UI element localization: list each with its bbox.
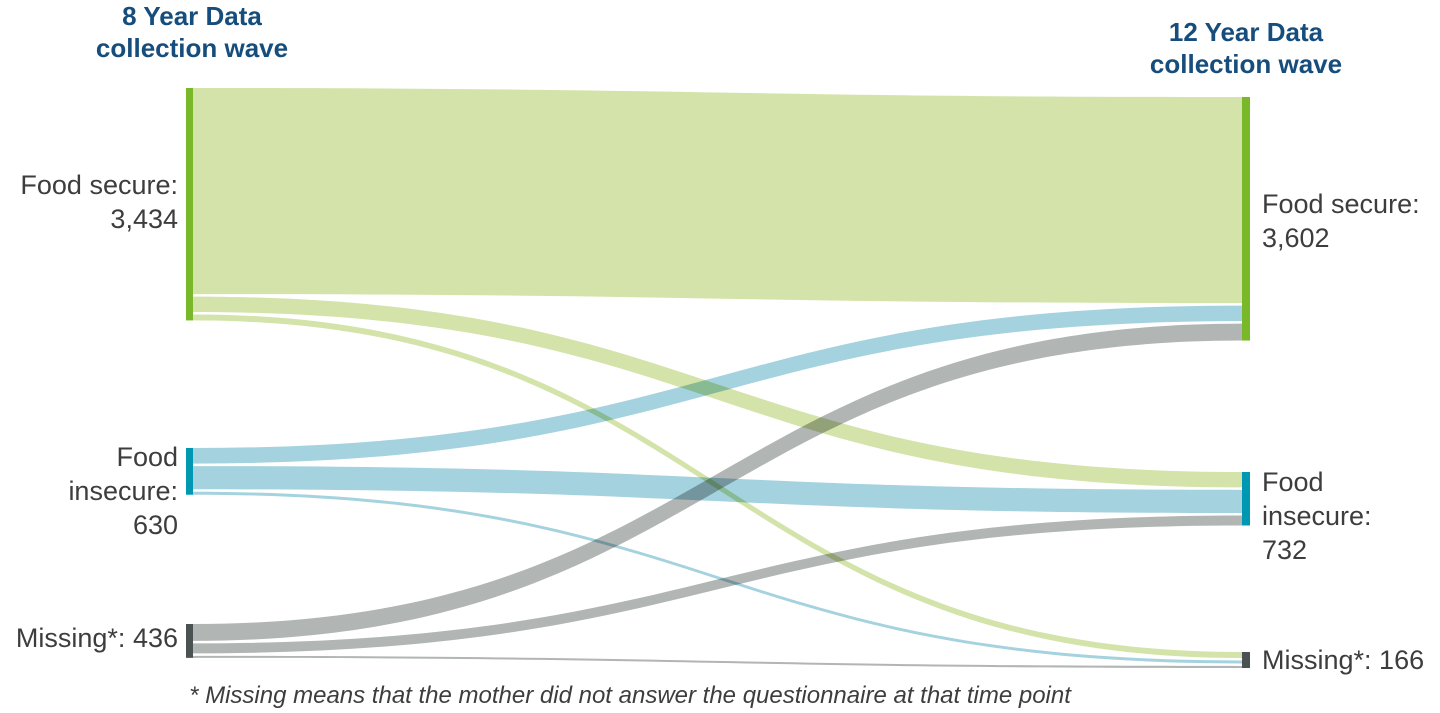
label-food-insecure-8yr-text: Food insecure: [68, 442, 178, 506]
sankey-link-fi8-m12 [193, 491, 1242, 664]
label-missing-8yr-value: 436 [132, 623, 178, 653]
left-column-title: 8 Year Data collection wave [0, 0, 384, 64]
sankey-node-fi8 [186, 448, 193, 495]
label-missing-12yr: Missing*: 166 [1262, 643, 1424, 677]
sankey-link-m8-fi12 [193, 515, 1242, 654]
label-food-secure-8yr-text: Food secure: [20, 170, 178, 200]
left-column-title-line1: 8 Year Data [122, 1, 262, 31]
label-food-secure-12yr-text: Food secure: [1262, 189, 1420, 219]
label-food-insecure-8yr-value: 630 [132, 510, 178, 540]
sankey-node-fi12 [1242, 472, 1250, 526]
right-column-title-line1: 12 Year Data [1168, 17, 1324, 47]
label-missing-12yr-text: Missing*: [1262, 645, 1372, 675]
label-food-secure-12yr-value: 3,602 [1262, 223, 1330, 253]
label-food-secure-8yr: Food secure: 3,434 [20, 168, 178, 236]
label-food-insecure-12yr: Food insecure: 732 [1262, 465, 1440, 567]
label-food-insecure-12yr-text: Food insecure: [1262, 467, 1372, 531]
footnote: * Missing means that the mother did not … [189, 682, 1071, 709]
label-missing-8yr: Missing*: 436 [16, 621, 178, 655]
label-food-secure-8yr-value: 3,434 [110, 204, 178, 234]
sankey-link-m8-fs12 [193, 323, 1242, 641]
label-missing-12yr-value: 166 [1379, 645, 1425, 675]
label-food-insecure-12yr-value: 732 [1262, 535, 1308, 565]
sankey-link-fs8-fs12 [193, 88, 1242, 304]
label-food-insecure-8yr: Food insecure: 630 [0, 440, 178, 542]
label-food-secure-12yr: Food secure: 3,602 [1262, 187, 1420, 255]
sankey-link-fi8-fs12 [193, 305, 1242, 464]
sankey-link-m8-m12 [193, 655, 1242, 668]
sankey-node-fs12 [1242, 97, 1250, 341]
right-column-title: 12 Year Data collection wave [1054, 16, 1438, 80]
sankey-node-fs8 [186, 88, 193, 321]
right-column-title-line2: collection wave [1149, 49, 1343, 79]
label-missing-8yr-text: Missing*: [15, 623, 126, 653]
sankey-node-m8 [186, 624, 193, 658]
sankey-node-m12 [1242, 652, 1250, 668]
left-column-title-line2: collection wave [95, 33, 289, 63]
